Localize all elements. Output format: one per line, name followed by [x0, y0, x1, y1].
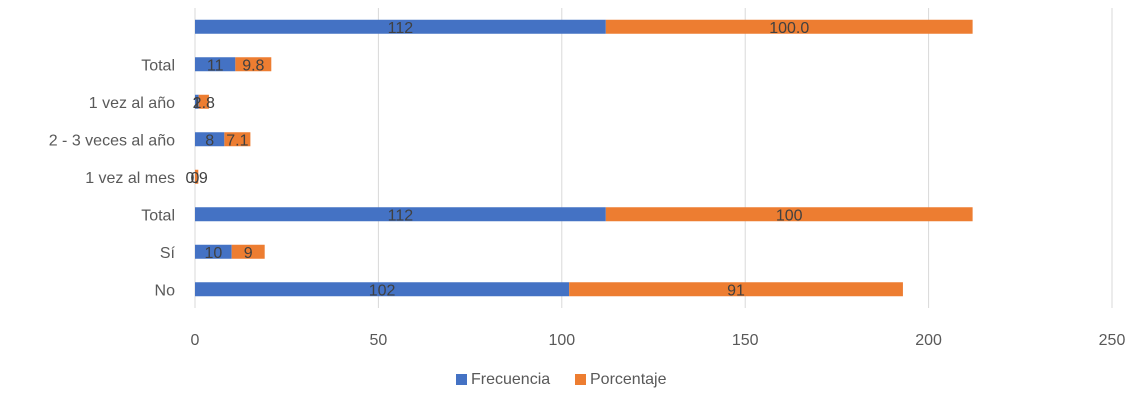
data-label-frecuencia: 112: [388, 207, 414, 224]
bar-porcentaje: [224, 132, 251, 147]
category-label: 1 vez al mes: [85, 170, 175, 187]
data-label-porcentaje: 7.1: [226, 132, 248, 149]
x-tick-label: 250: [1099, 332, 1126, 349]
x-tick-label: 100: [548, 332, 575, 349]
category-label: No: [155, 282, 176, 299]
data-label-porcentaje: 100: [776, 207, 803, 224]
x-tick-label: 200: [915, 332, 942, 349]
x-tick-label: 150: [732, 332, 759, 349]
bar-frecuencia: [195, 94, 199, 109]
bar-porcentaje: [198, 94, 209, 109]
bar-porcentaje: [235, 57, 272, 72]
legend-label-porcentaje: Porcentaje: [590, 371, 667, 388]
category-label: 1 vez al año: [89, 95, 175, 112]
bars: [195, 19, 973, 297]
bar-frecuencia: [195, 57, 236, 72]
legend-label-frecuencia: Frecuencia: [471, 371, 550, 388]
bar-porcentaje: [231, 244, 265, 259]
legend-swatch-porcentaje: [575, 374, 586, 385]
data-label-frecuencia: 10: [204, 245, 222, 262]
data-label-porcentaje: 2.8: [193, 95, 215, 112]
bar-frecuencia: [195, 19, 606, 34]
category-label: Sí: [160, 245, 176, 262]
data-label-frecuencia: 102: [369, 282, 396, 299]
data-label-porcentaje: 9.8: [242, 57, 264, 74]
bar-frecuencia: [195, 132, 225, 147]
bar-porcentaje: [605, 19, 973, 34]
data-label-porcentaje: 91: [727, 282, 745, 299]
data-label-porcentaje: 100.0: [769, 20, 809, 37]
bar-frecuencia: [195, 207, 606, 222]
bar-frecuencia: [195, 244, 232, 259]
bar-porcentaje: [605, 207, 973, 222]
data-label-porcentaje: 0.9: [186, 170, 208, 187]
bar-porcentaje: [569, 282, 903, 297]
category-label: Total: [141, 57, 175, 74]
category-label: 2 - 3 veces al año: [49, 132, 175, 149]
legend-swatch-frecuencia: [456, 374, 467, 385]
data-label-frecuencia: 112: [388, 20, 414, 37]
data-label-frecuencia: 11: [207, 57, 224, 74]
bar-frecuencia: [195, 282, 570, 297]
category-label: Total: [141, 207, 175, 224]
x-tick-label: 0: [191, 332, 200, 349]
bar-porcentaje: [195, 169, 199, 184]
data-label-frecuencia: 0: [191, 170, 200, 187]
gridlines: [194, 8, 1113, 308]
x-tick-label: 50: [370, 332, 388, 349]
legend: Frecuencia Porcentaje: [456, 371, 667, 388]
data-label-porcentaje: 9: [244, 245, 253, 262]
data-label-frecuencia: 1: [192, 95, 201, 112]
data-label-frecuencia: 8: [205, 132, 214, 149]
data-labels: 102 91 10 9 112 100 00.9 8 7.1 12.8 11 9.8 112 100.0: [186, 20, 810, 300]
